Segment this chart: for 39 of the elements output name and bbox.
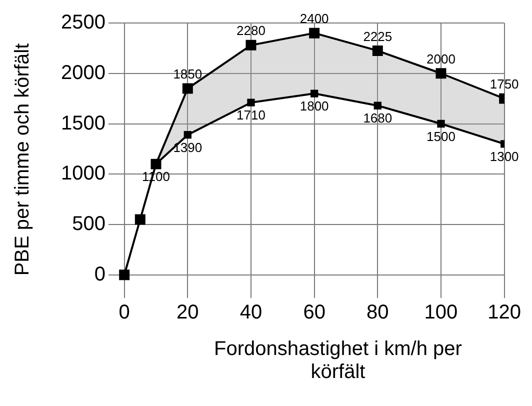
point — [437, 120, 445, 128]
y-tick-label: 1000 — [60, 162, 106, 185]
data-label: 1300 — [490, 148, 519, 164]
y-tick-label: 2000 — [60, 62, 106, 84]
point — [184, 131, 192, 139]
data-label: 1750 — [490, 76, 519, 92]
x-tick-label: 60 — [303, 302, 326, 324]
point — [246, 40, 256, 50]
x-tick-label: 0 — [118, 302, 130, 324]
point — [436, 68, 446, 79]
data-label: 2280 — [236, 23, 266, 38]
data-label: 1680 — [363, 110, 392, 126]
point — [310, 90, 318, 98]
point — [119, 270, 130, 280]
data-label: 1800 — [300, 98, 329, 114]
y-axis-title: PBE per timme och körfält — [12, 42, 34, 278]
point — [372, 45, 383, 56]
x-tick-label: 80 — [366, 302, 389, 324]
x-tick-label: 100 — [424, 302, 458, 324]
x-axis-title: Fordonshastighet i km/h per körfält — [213, 338, 463, 384]
y-tick-label: 500 — [72, 213, 106, 236]
point — [134, 214, 146, 225]
point — [309, 28, 320, 38]
x-tick-label: 20 — [176, 302, 199, 324]
data-label: 2225 — [363, 28, 392, 44]
data-label: 2000 — [426, 51, 456, 66]
data-label: 1390 — [173, 140, 202, 155]
point — [247, 98, 255, 106]
data-label: 1850 — [173, 66, 202, 82]
data-label: 1710 — [236, 108, 266, 123]
y-tick-label: 0 — [94, 263, 106, 286]
data-label: 2400 — [300, 11, 329, 26]
data-label: 1500 — [426, 128, 456, 144]
point — [374, 102, 382, 110]
y-tick-label: 2500 — [60, 12, 106, 34]
x-tick-label: 120 — [488, 302, 522, 324]
x-tick-label: 40 — [240, 302, 262, 324]
y-tick-label: 1500 — [60, 112, 106, 134]
point — [182, 83, 193, 94]
